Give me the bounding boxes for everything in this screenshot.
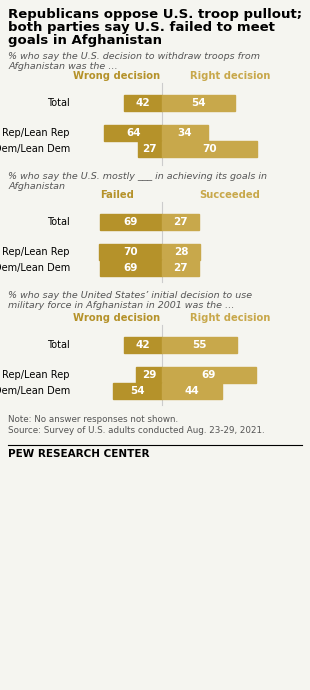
- Bar: [136, 367, 162, 383]
- Text: Note: No answer responses not shown.: Note: No answer responses not shown.: [8, 415, 178, 424]
- Text: Succeeded: Succeeded: [200, 190, 260, 200]
- Text: Source: Survey of U.S. adults conducted Aug. 23-29, 2021.: Source: Survey of U.S. adults conducted …: [8, 426, 265, 435]
- Text: 27: 27: [173, 263, 188, 273]
- Text: % who say the U.S. mostly ___ in achieving its goals in
Afghanistan: % who say the U.S. mostly ___ in achievi…: [8, 172, 267, 191]
- Text: 54: 54: [131, 386, 145, 396]
- Bar: [162, 125, 208, 141]
- Bar: [100, 260, 162, 276]
- Text: 54: 54: [191, 98, 206, 108]
- Bar: [100, 214, 162, 230]
- Bar: [162, 214, 199, 230]
- Text: 64: 64: [126, 128, 140, 138]
- Text: Rep/Lean Rep: Rep/Lean Rep: [2, 128, 70, 138]
- Bar: [162, 367, 256, 383]
- Text: Rep/Lean Rep: Rep/Lean Rep: [2, 370, 70, 380]
- Bar: [162, 244, 200, 260]
- Bar: [99, 244, 162, 260]
- Text: 70: 70: [202, 144, 217, 154]
- Bar: [138, 141, 162, 157]
- Text: 69: 69: [124, 263, 138, 273]
- Text: goals in Afghanistan: goals in Afghanistan: [8, 34, 162, 47]
- Bar: [162, 141, 257, 157]
- Text: 69: 69: [202, 370, 216, 380]
- Bar: [162, 95, 235, 111]
- Text: Total: Total: [47, 98, 70, 108]
- Text: 69: 69: [124, 217, 138, 227]
- Text: 42: 42: [136, 98, 150, 108]
- Text: 27: 27: [173, 217, 188, 227]
- Text: 34: 34: [178, 128, 193, 138]
- Text: % who say the U.S. decision to withdraw troops from
Afghanistan was the …: % who say the U.S. decision to withdraw …: [8, 52, 260, 71]
- Text: 29: 29: [142, 370, 156, 380]
- Text: PEW RESEARCH CENTER: PEW RESEARCH CENTER: [8, 449, 149, 459]
- Text: Dem/Lean Dem: Dem/Lean Dem: [0, 263, 70, 273]
- Text: 27: 27: [143, 144, 157, 154]
- Bar: [104, 125, 162, 141]
- Text: Rep/Lean Rep: Rep/Lean Rep: [2, 247, 70, 257]
- Bar: [162, 337, 237, 353]
- Text: Dem/Lean Dem: Dem/Lean Dem: [0, 386, 70, 396]
- Text: Right decision: Right decision: [190, 313, 270, 323]
- Text: both parties say U.S. failed to meet: both parties say U.S. failed to meet: [8, 21, 275, 34]
- Text: 44: 44: [184, 386, 199, 396]
- Text: Republicans oppose U.S. troop pullout;: Republicans oppose U.S. troop pullout;: [8, 8, 302, 21]
- Text: Wrong decision: Wrong decision: [73, 313, 161, 323]
- Text: Dem/Lean Dem: Dem/Lean Dem: [0, 144, 70, 154]
- Text: 42: 42: [136, 340, 150, 350]
- Text: % who say the United States’ initial decision to use
military force in Afghanist: % who say the United States’ initial dec…: [8, 291, 252, 310]
- Text: 55: 55: [192, 340, 207, 350]
- Bar: [124, 337, 162, 353]
- Text: 70: 70: [123, 247, 138, 257]
- Text: Total: Total: [47, 340, 70, 350]
- Text: Failed: Failed: [100, 190, 134, 200]
- Bar: [162, 383, 222, 399]
- Bar: [113, 383, 162, 399]
- Bar: [124, 95, 162, 111]
- Text: 28: 28: [174, 247, 188, 257]
- Text: Right decision: Right decision: [190, 71, 270, 81]
- Text: Wrong decision: Wrong decision: [73, 71, 161, 81]
- Text: Total: Total: [47, 217, 70, 227]
- Bar: [162, 260, 199, 276]
